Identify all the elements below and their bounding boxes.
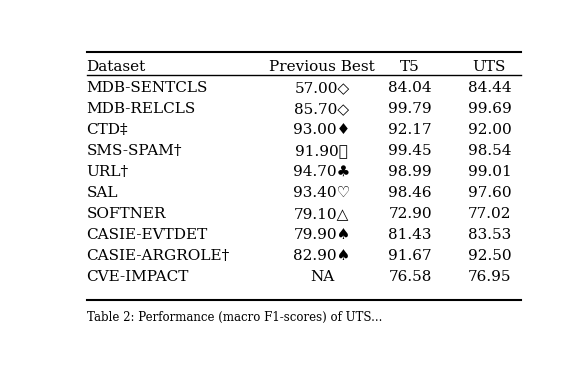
Text: 94.70♣: 94.70♣ <box>293 165 350 179</box>
Text: SOFTNER: SOFTNER <box>86 207 166 221</box>
Text: NA: NA <box>310 270 334 284</box>
Text: 83.53: 83.53 <box>468 228 511 242</box>
Text: 97.60: 97.60 <box>468 186 511 200</box>
Text: T5: T5 <box>400 60 420 74</box>
Text: CASIE-ARGROLE†: CASIE-ARGROLE† <box>86 249 230 263</box>
Text: 93.00♦: 93.00♦ <box>293 123 350 137</box>
Text: MDB-RELCLS: MDB-RELCLS <box>86 102 196 116</box>
Text: 72.90: 72.90 <box>388 207 432 221</box>
Text: 82.90♠: 82.90♠ <box>293 249 350 263</box>
Text: SMS-SPAM†: SMS-SPAM† <box>86 144 182 158</box>
Text: 92.50: 92.50 <box>468 249 511 263</box>
Text: 92.00: 92.00 <box>468 123 511 137</box>
Text: 57.00◇: 57.00◇ <box>294 81 350 95</box>
Text: 93.40♡: 93.40♡ <box>293 186 350 200</box>
Text: URL†: URL† <box>86 165 128 179</box>
Text: 79.10△: 79.10△ <box>294 207 350 221</box>
Text: CTD‡: CTD‡ <box>86 123 128 137</box>
Text: 79.90♠: 79.90♠ <box>293 228 350 242</box>
Text: 76.95: 76.95 <box>468 270 511 284</box>
Text: 98.54: 98.54 <box>468 144 511 158</box>
Text: Table 2: Performance (macro F1-scores) of UTS...: Table 2: Performance (macro F1-scores) o… <box>86 311 382 324</box>
Text: 99.79: 99.79 <box>388 102 432 116</box>
Text: 99.69: 99.69 <box>468 102 511 116</box>
Text: 91.67: 91.67 <box>388 249 432 263</box>
Text: MDB-SENTCLS: MDB-SENTCLS <box>86 81 208 95</box>
Text: 84.04: 84.04 <box>388 81 432 95</box>
Text: 98.99: 98.99 <box>388 165 432 179</box>
Text: 91.90★: 91.90★ <box>296 144 349 158</box>
Text: Previous Best: Previous Best <box>269 60 375 74</box>
Text: 98.46: 98.46 <box>388 186 432 200</box>
Text: 99.01: 99.01 <box>468 165 511 179</box>
Text: 99.45: 99.45 <box>388 144 432 158</box>
Text: 92.17: 92.17 <box>388 123 432 137</box>
Text: 76.58: 76.58 <box>388 270 432 284</box>
Text: 77.02: 77.02 <box>468 207 511 221</box>
Text: 85.70◇: 85.70◇ <box>294 102 349 116</box>
Text: 81.43: 81.43 <box>388 228 432 242</box>
Text: 84.44: 84.44 <box>468 81 511 95</box>
Text: Dataset: Dataset <box>86 60 146 74</box>
Text: SAL: SAL <box>86 186 118 200</box>
Text: UTS: UTS <box>472 60 506 74</box>
Text: CVE-IMPACT: CVE-IMPACT <box>86 270 189 284</box>
Text: CASIE-EVTDET: CASIE-EVTDET <box>86 228 208 242</box>
